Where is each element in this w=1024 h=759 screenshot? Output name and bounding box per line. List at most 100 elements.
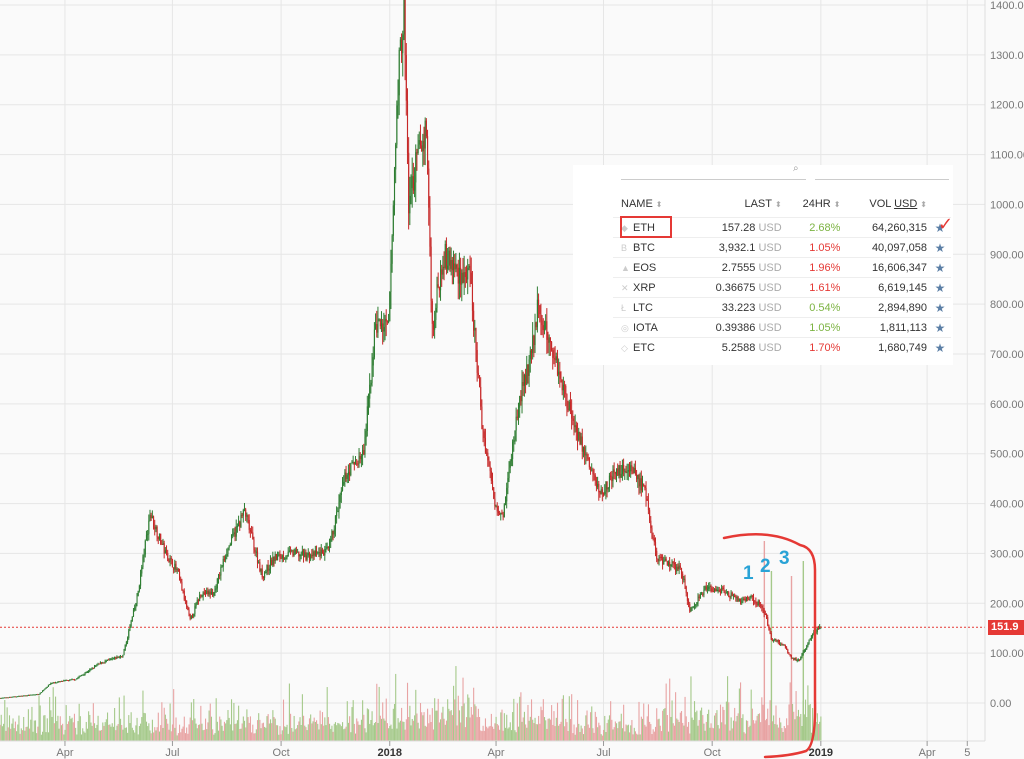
watchlist-row-btc[interactable]: B BTC 3,932.1 USD 1.05% 40,097,058 ★ [613, 237, 951, 258]
volume-bar [460, 722, 462, 741]
row-symbol: ◇ ETC [613, 337, 686, 357]
volume-bar [530, 699, 533, 741]
candle-body [69, 679, 71, 681]
volume-bar [633, 727, 635, 741]
search-icon[interactable]: ⌕ [793, 163, 799, 174]
favorite-star-icon[interactable]: ★ [929, 217, 951, 238]
volume-bar [8, 715, 11, 741]
volume-bar [300, 724, 302, 741]
candle-body [801, 654, 803, 658]
candle-body [223, 558, 226, 560]
volume-bar [490, 713, 492, 741]
header-24hr[interactable]: 24HR ⬍ [802, 198, 841, 210]
volume-bar [136, 717, 138, 741]
ethereum-classic-icon: ◇ [621, 342, 628, 353]
watchlist-row-xrp[interactable]: ✕ XRP 0.36675 USD 1.61% 6,619,145 ★ [613, 277, 951, 298]
volume-bar [62, 723, 64, 741]
volume-bar [307, 724, 309, 741]
volume-bar [98, 730, 100, 741]
watchlist-row-etc[interactable]: ◇ ETC 5.2588 USD 1.70% 1,680,749 ★ [613, 337, 951, 357]
candle-body [102, 662, 104, 664]
watchlist-row-iota[interactable]: ◎ IOTA 0.39386 USD 1.05% 1,811,113 ★ [613, 317, 951, 338]
candle-body [771, 639, 774, 641]
candle-body [255, 551, 257, 553]
candle-body [702, 593, 704, 595]
candle-body [670, 564, 672, 567]
volume-bar [21, 730, 24, 741]
volume-bar [534, 717, 536, 741]
candle-body [119, 656, 122, 658]
volume-currency-toggle[interactable]: USD [894, 198, 918, 210]
candle-body [31, 694, 33, 696]
candle-body [423, 140, 425, 149]
volume-bar [476, 717, 478, 741]
watchlist-filter-field[interactable] [815, 165, 949, 180]
candle-body [232, 534, 234, 536]
volume-bar [706, 713, 709, 741]
volume-bar [206, 729, 208, 741]
watchlist-row-eos[interactable]: ▲ EOS 2.7555 USD 1.96% 16,606,347 ★ [613, 257, 951, 278]
x-tick-label: Oct [273, 747, 290, 759]
volume-bar [199, 724, 201, 741]
favorite-star-icon[interactable]: ★ [929, 337, 951, 357]
volume-bar [112, 726, 114, 741]
volume-bar [241, 723, 243, 741]
candle-body [288, 550, 290, 552]
volume-bar [228, 717, 230, 741]
favorite-star-icon[interactable]: ★ [929, 237, 951, 258]
candle-body [704, 586, 706, 590]
volume-bar [164, 714, 166, 741]
volume-bar [666, 715, 668, 741]
candle-body [475, 328, 477, 350]
volume-bar [385, 698, 387, 741]
favorite-star-icon[interactable]: ★ [929, 257, 951, 278]
candle-body [554, 358, 556, 361]
candle-body [735, 597, 737, 599]
watchlist-row-ltc[interactable]: Ł LTC 33.223 USD 0.54% 2,894,890 ★ [613, 297, 951, 318]
row-change: 2.68% [783, 217, 843, 238]
volume-bar [769, 700, 771, 741]
volume-bar [334, 722, 337, 741]
candle-body [161, 544, 163, 546]
volume-bar [297, 725, 299, 741]
volume-bar [282, 699, 285, 741]
favorite-star-icon[interactable]: ★ [929, 277, 951, 298]
volume-bar [47, 732, 50, 741]
volume-bar [42, 731, 44, 741]
volume-bar [780, 722, 782, 741]
volume-bar [251, 732, 253, 741]
watchlist-row-eth[interactable]: ◆ ETH 157.28 USD 2.68% 64,260,315 ★ [613, 217, 951, 238]
volume-bar [738, 688, 740, 741]
favorite-star-icon[interactable]: ★ [929, 297, 951, 318]
watchlist-search-field[interactable] [621, 165, 806, 180]
volume-bar [200, 705, 202, 741]
candle-body [169, 558, 171, 562]
volume-bar [18, 715, 20, 741]
candle-body [469, 265, 471, 273]
volume-bar [458, 710, 461, 741]
header-name[interactable]: NAME ⬍ [621, 198, 663, 210]
candle-body [319, 552, 321, 557]
volume-bar [697, 725, 699, 741]
sort-icon: ⬍ [655, 200, 663, 209]
volume-bar [106, 712, 109, 741]
candle-body [748, 598, 750, 600]
candle-body [477, 372, 479, 376]
candle-body [45, 687, 47, 689]
volume-bar [542, 699, 544, 741]
header-volume[interactable]: VOL USD ⬍ [869, 198, 927, 210]
favorite-star-icon[interactable]: ★ [929, 317, 951, 338]
candle-body [331, 530, 333, 539]
candle-body [788, 652, 790, 655]
volume-bar [428, 723, 430, 741]
volume-bar [179, 724, 181, 741]
candle-body [606, 481, 608, 490]
volume-bar [604, 715, 606, 741]
candle-body [797, 659, 799, 661]
candle-body [449, 250, 451, 269]
volume-bar [567, 730, 569, 741]
header-last[interactable]: LAST ⬍ [744, 198, 782, 210]
volume-bar [148, 723, 150, 741]
row-volume: 64,260,315 [842, 217, 929, 238]
